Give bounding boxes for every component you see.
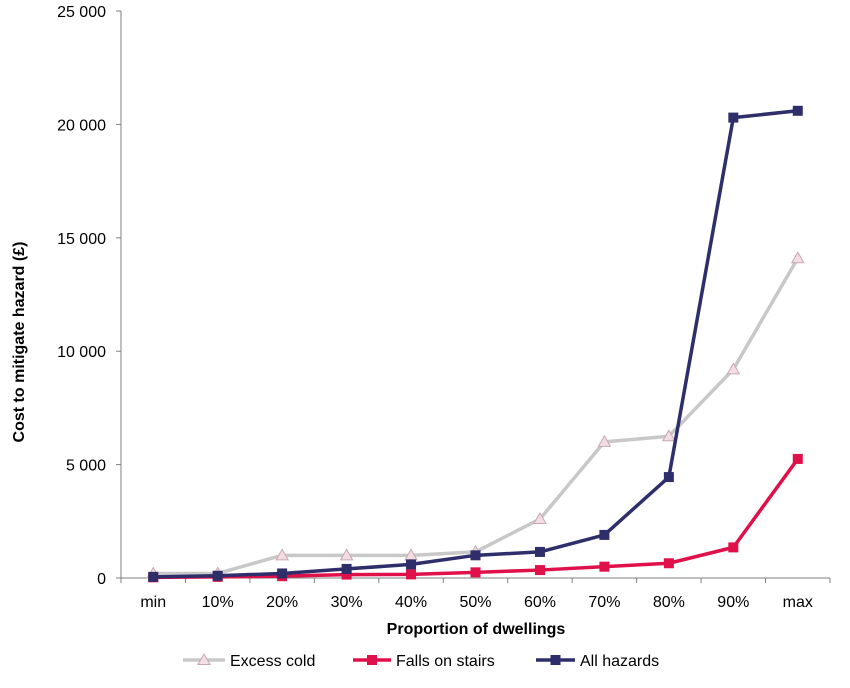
data-point <box>339 548 354 561</box>
data-point <box>599 529 610 540</box>
data-point <box>663 558 674 569</box>
x-axis-title: Proportion of dwellings <box>387 621 566 638</box>
x-tick-label: 90% <box>717 594 749 611</box>
y-tick-label: 5 000 <box>66 458 106 475</box>
series-0 <box>146 251 805 579</box>
data-point <box>662 429 676 442</box>
chart-axes <box>116 10 831 583</box>
series-1 <box>148 453 803 583</box>
x-tick-label: 10% <box>202 594 234 611</box>
data-point <box>790 251 805 264</box>
legend-item: All hazards <box>536 653 659 670</box>
x-tick-label: 30% <box>331 594 363 611</box>
legend-marker <box>197 652 211 665</box>
legend-item: Falls on stairs <box>353 653 495 670</box>
data-point <box>148 571 159 582</box>
y-tick-label: 20 000 <box>57 117 106 134</box>
data-point <box>212 570 223 581</box>
legend: Excess cold Falls on stairs All hazards <box>183 652 659 670</box>
legend-label: Falls on stairs <box>396 653 495 670</box>
data-point <box>470 567 481 578</box>
data-point <box>341 563 352 574</box>
data-point <box>726 362 741 375</box>
data-point <box>599 561 610 572</box>
data-point <box>275 548 289 561</box>
x-tick-label: max <box>783 594 813 611</box>
data-point <box>341 569 352 580</box>
y-tick-label: 15 000 <box>57 231 106 248</box>
y-tick-label: 0 <box>97 571 106 588</box>
data-point <box>792 105 803 116</box>
x-tick-label: 50% <box>459 594 491 611</box>
data-point <box>406 559 417 570</box>
data-point <box>534 546 545 557</box>
legend-marker <box>367 655 377 665</box>
x-tick-label: 20% <box>266 594 298 611</box>
data-point <box>534 565 545 576</box>
legend-item: Excess cold <box>183 652 315 670</box>
x-tick-label: 60% <box>524 594 556 611</box>
x-tick-label: 40% <box>395 594 427 611</box>
data-point <box>728 542 739 553</box>
y-axis-title: Cost to mitigate hazard (£) <box>11 242 28 443</box>
data-point <box>470 550 481 561</box>
data-point <box>597 434 612 447</box>
y-tick-label: 10 000 <box>57 344 106 361</box>
data-point <box>277 568 288 579</box>
x-tick-labels: min 10% 20% 30% 40% 50% 60% 70% 80% 90% max <box>140 594 813 611</box>
legend-marker <box>550 655 561 665</box>
data-point <box>663 472 674 483</box>
series-lines <box>146 105 805 583</box>
legend-label: Excess cold <box>230 653 315 670</box>
x-tick-label: 70% <box>588 594 620 611</box>
series-2 <box>148 105 803 582</box>
data-point <box>533 512 547 525</box>
data-point <box>792 453 803 464</box>
y-tick-label: 25 000 <box>57 4 106 21</box>
data-point <box>728 112 739 123</box>
series-line <box>153 109 798 579</box>
data-point <box>406 569 417 580</box>
x-tick-label: min <box>140 594 166 611</box>
x-tick-label: 80% <box>653 594 685 611</box>
y-tick-labels: 0 5 000 10 000 15 000 20 000 25 000 <box>57 4 106 588</box>
legend-label: All hazards <box>580 653 659 670</box>
